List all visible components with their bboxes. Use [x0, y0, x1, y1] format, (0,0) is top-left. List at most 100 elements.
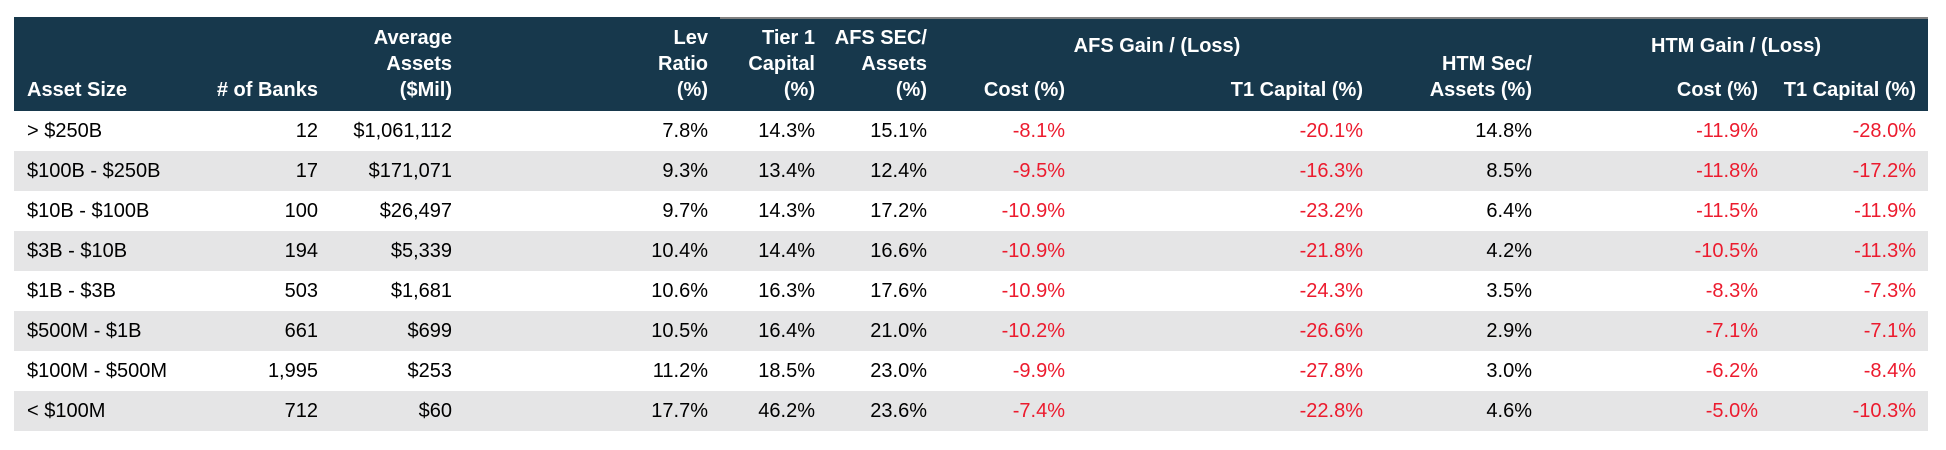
- cell: $5,339: [390, 239, 452, 262]
- table-row: > $250B 12 $1,061,112 7.8% 14.3% 15.1% -8.1% -2…: [14, 111, 1928, 151]
- row-label: $100M - $500M: [27, 359, 168, 382]
- header-top-rule: [720, 17, 1928, 19]
- col-group-label: AFS Gain / (Loss): [1073, 35, 1241, 57]
- cell: -10.3%: [1852, 399, 1916, 422]
- cell: 1,995: [267, 359, 318, 382]
- cell: 17.6%: [870, 279, 927, 302]
- cell: -8.1%: [1012, 119, 1065, 142]
- col-group-label: HTM Gain / (Loss): [1651, 35, 1821, 57]
- cell: 4.2%: [1486, 239, 1532, 262]
- cell: $1,061,112: [353, 119, 452, 142]
- cell: 46.2%: [758, 399, 815, 422]
- cell: 17: [295, 159, 318, 182]
- cell: 21.0%: [870, 319, 927, 342]
- table-row: $500M - $1B 661 $699 10.5% 16.4% 21.0% -10.2% -…: [14, 311, 1928, 351]
- row-label: > $250B: [27, 119, 103, 142]
- cell: -22.8%: [1299, 399, 1363, 422]
- col-header-line: Average: [373, 27, 452, 49]
- cell: $171,071: [368, 159, 452, 182]
- col-header-afs-t1-capital: T1 Capital (%): [1230, 79, 1363, 101]
- cell: 17.2%: [870, 199, 927, 222]
- cell: -7.1%: [1863, 319, 1916, 342]
- cell: -8.4%: [1863, 359, 1916, 382]
- col-header-line: Assets: [386, 53, 452, 75]
- cell: $699: [407, 319, 453, 342]
- table-row: $10B - $100B 100 $26,497 9.7% 14.3% 17.2% -10.…: [14, 191, 1928, 231]
- col-header-htm-t1-capital: T1 Capital (%): [1783, 79, 1916, 101]
- cell: -9.5%: [1012, 159, 1065, 182]
- cell: 14.8%: [1475, 119, 1532, 142]
- cell: -11.5%: [1696, 199, 1758, 222]
- col-group-htm-gain-loss: HTM Gain / (Loss) Cost (%) T1 Capital (%…: [1544, 17, 1928, 111]
- cell: -10.9%: [1001, 279, 1065, 302]
- cell: 11.2%: [652, 359, 708, 382]
- col-header-label: # of Banks: [216, 79, 318, 101]
- cell: $1,681: [390, 279, 452, 302]
- cell: 712: [284, 399, 318, 422]
- cell: -23.2%: [1299, 199, 1363, 222]
- cell: -24.3%: [1299, 279, 1363, 302]
- cell: 4.6%: [1486, 399, 1532, 422]
- table-row: $3B - $10B 194 $5,339 10.4% 14.4% 16.6% -10.9%…: [14, 231, 1928, 271]
- cell: 17.7%: [651, 399, 708, 422]
- col-header-line: Tier 1: [762, 27, 815, 49]
- cell: -21.8%: [1299, 239, 1363, 262]
- cell: 8.5%: [1486, 159, 1532, 182]
- table-row: $100M - $500M 1,995 $253 11.2% 18.5% 23.0% -9.…: [14, 351, 1928, 391]
- col-header-line: (%): [895, 79, 927, 101]
- cell: -7.1%: [1705, 319, 1758, 342]
- col-header-line: AFS SEC/: [834, 27, 927, 49]
- col-header-line: HTM Sec/: [1441, 53, 1532, 75]
- col-header-asset-size: Asset Size: [14, 17, 184, 111]
- col-group-afs-gain-loss: AFS Gain / (Loss) Cost (%) T1 Capital (%…: [939, 17, 1375, 111]
- cell: 3.0%: [1486, 359, 1532, 382]
- col-header-line: (%): [676, 79, 708, 101]
- cell: 16.6%: [870, 239, 927, 262]
- row-label: $1B - $3B: [27, 279, 116, 302]
- cell: -11.9%: [1854, 199, 1916, 222]
- cell: 23.0%: [870, 359, 927, 382]
- cell: 16.3%: [758, 279, 815, 302]
- cell: 10.6%: [651, 279, 708, 302]
- cell: -20.1%: [1299, 119, 1363, 142]
- cell: 16.4%: [758, 319, 815, 342]
- cell: -17.2%: [1852, 159, 1916, 182]
- cell: 14.3%: [758, 119, 815, 142]
- cell: 18.5%: [758, 359, 815, 382]
- row-label: < $100M: [27, 399, 106, 422]
- cell: -11.3%: [1854, 239, 1916, 262]
- cell: 10.4%: [651, 239, 708, 262]
- table-row: $1B - $3B 503 $1,681 10.6% 16.3% 17.6% -10.9% -…: [14, 271, 1928, 311]
- col-header-average-assets: Average Assets ($Mil): [330, 17, 464, 111]
- cell: 100: [284, 199, 318, 222]
- col-header-line: Lev: [673, 27, 708, 49]
- col-group-subheaders: Cost (%) T1 Capital (%): [939, 77, 1375, 111]
- row-label: $500M - $1B: [27, 319, 142, 342]
- col-header-line: Assets: [861, 53, 927, 75]
- bank-capital-table: Asset Size # of Banks Average Assets ($M…: [14, 17, 1928, 431]
- cell: 503: [284, 279, 318, 302]
- cell: -11.9%: [1696, 119, 1758, 142]
- cell: -27.8%: [1299, 359, 1363, 382]
- col-header-line: ($Mil): [399, 79, 452, 101]
- cell: 13.4%: [758, 159, 815, 182]
- cell: -16.3%: [1299, 159, 1363, 182]
- col-header-afs-cost: Cost (%): [983, 79, 1065, 101]
- cell: -5.0%: [1705, 399, 1758, 422]
- cell: -9.9%: [1012, 359, 1065, 382]
- cell: 9.7%: [662, 199, 708, 222]
- col-header-line: (%): [783, 79, 815, 101]
- cell: 9.3%: [662, 159, 708, 182]
- cell: -11.8%: [1696, 159, 1758, 182]
- cell: 661: [284, 319, 318, 342]
- cell: 12: [295, 119, 318, 142]
- cell: -10.9%: [1001, 199, 1065, 222]
- cell: 6.4%: [1486, 199, 1532, 222]
- cell: $60: [418, 399, 452, 422]
- cell: 12.4%: [870, 159, 927, 182]
- cell: -10.2%: [1001, 319, 1065, 342]
- cell: $26,497: [379, 199, 452, 222]
- cell: 3.5%: [1486, 279, 1532, 302]
- cell: $253: [407, 359, 453, 382]
